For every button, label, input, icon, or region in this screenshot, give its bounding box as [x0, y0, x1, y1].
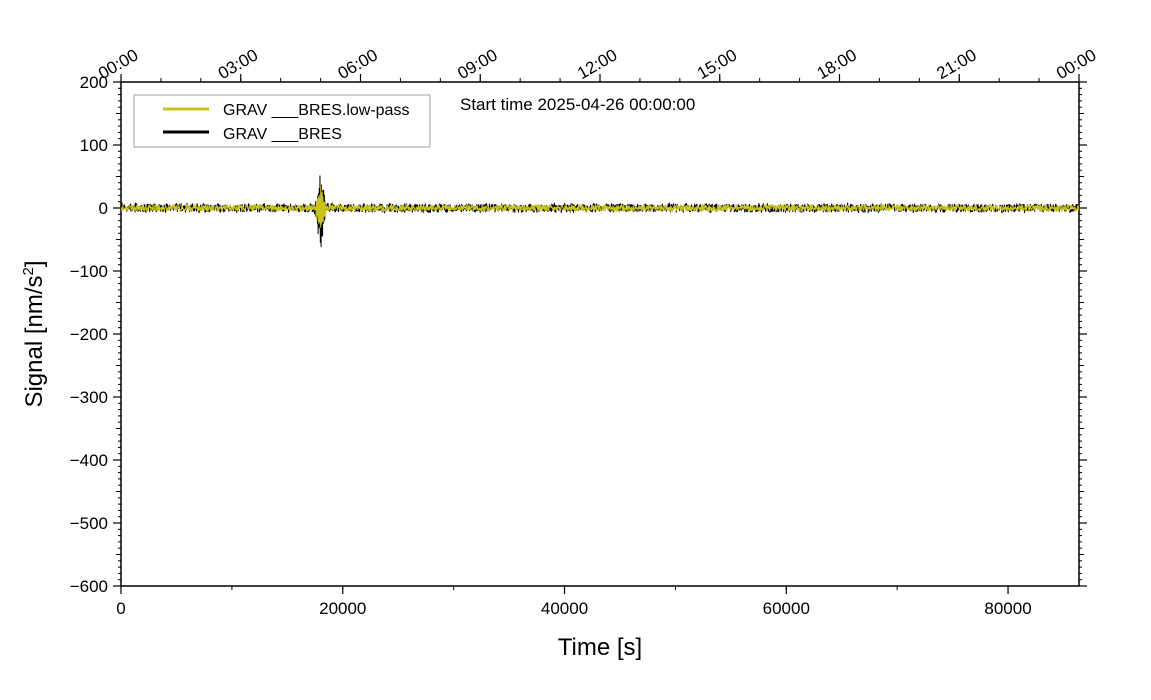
- x-tick-label: 0: [116, 599, 125, 618]
- start-time-annotation: Start time 2025-04-26 00:00:00: [460, 95, 695, 114]
- y-axis-title-superscript: 2: [20, 267, 37, 275]
- y-tick-label: −100: [70, 262, 108, 281]
- x-tick-labels: 0 20000 40000 60000 80000: [116, 599, 1031, 618]
- x-tick-label: 60000: [763, 599, 810, 618]
- plot-frame: [120, 81, 1080, 587]
- y-tick-label: −500: [70, 514, 108, 533]
- top-tick-label: 03:00: [215, 45, 261, 83]
- minor-ticks: [116, 78, 1084, 590]
- top-tick-label: 09:00: [454, 45, 500, 83]
- top-tick-label: 21:00: [933, 45, 979, 83]
- series-group: [121, 175, 1079, 248]
- series-line-lowpass: [121, 185, 1079, 228]
- y-tick-label: 200: [80, 73, 108, 92]
- y-tick-label: 100: [80, 136, 108, 155]
- x-tick-label: 20000: [319, 599, 366, 618]
- y-axis-title: Signal [nm/s2]: [20, 260, 48, 407]
- x-tick-label: 80000: [984, 599, 1031, 618]
- top-tick-labels: 00:00 03:00 06:00 09:00 12:00 15:00 18:00 21:00…: [95, 45, 1099, 83]
- major-ticks: [113, 74, 1087, 594]
- y-tick-labels: 200 100 0 −100 −200 −300 −400 −500 −600: [70, 73, 108, 596]
- top-tick-label: 00:00: [1053, 45, 1099, 83]
- top-tick-label: 12:00: [574, 45, 620, 83]
- top-tick-label: 15:00: [694, 45, 740, 83]
- y-tick-label: −300: [70, 388, 108, 407]
- x-tick-label: 40000: [541, 599, 588, 618]
- series-line-raw: [121, 175, 1079, 248]
- y-tick-label: −400: [70, 451, 108, 470]
- x-axis-title: Time [s]: [558, 634, 642, 661]
- top-tick-label: 06:00: [335, 45, 381, 83]
- legend-label-lowpass: GRAV ___BRES.low-pass: [223, 102, 409, 119]
- legend-box: [133, 94, 431, 148]
- top-tick-label: 18:00: [814, 45, 860, 83]
- top-tick-label: 00:00: [95, 45, 141, 83]
- y-tick-label: −600: [70, 577, 108, 596]
- legend: GRAV ___BRES.low-pass GRAV ___BRES: [133, 94, 431, 148]
- y-tick-label: −200: [70, 325, 108, 344]
- y-tick-label: 0: [99, 199, 108, 218]
- legend-label-raw: GRAV ___BRES: [223, 126, 342, 143]
